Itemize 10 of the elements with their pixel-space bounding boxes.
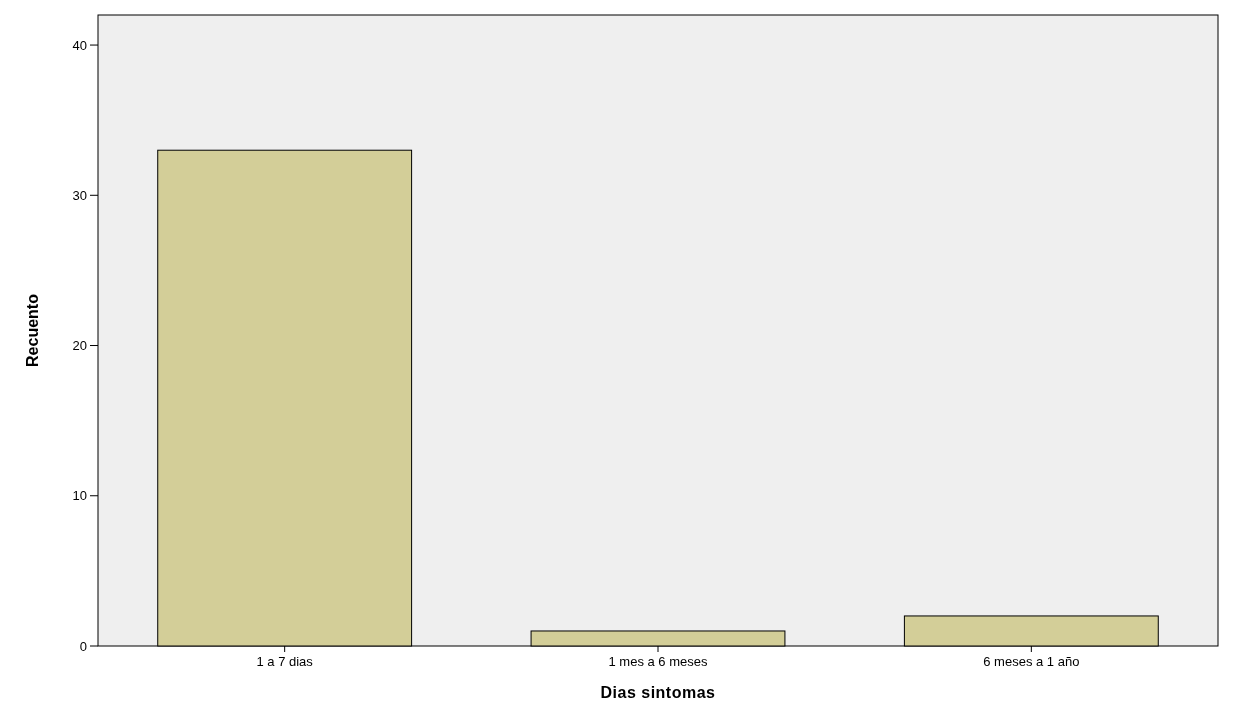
y-tick-label: 20 [72, 338, 87, 354]
y-axis-title: Recuento [24, 293, 41, 367]
y-tick-label: 0 [79, 638, 87, 654]
y-tick-label: 10 [72, 488, 87, 504]
x-axis-title: Dias sintomas [600, 684, 716, 701]
y-tick-label: 40 [72, 37, 87, 53]
x-tick-label: 1 a 7 dias [256, 654, 314, 669]
x-tick-label: 6 meses a 1 año [983, 654, 1080, 669]
x-tick-label: 1 mes a 6 meses [608, 654, 708, 669]
y-tick-label: 30 [72, 187, 87, 203]
